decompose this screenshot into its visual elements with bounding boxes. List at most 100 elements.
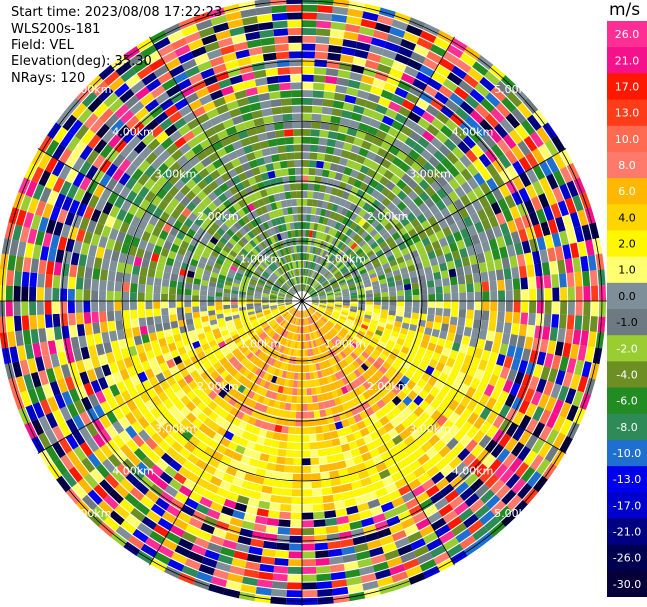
range-gate-cell [366,441,377,452]
range-gate-cell [485,92,501,108]
range-gate-cell [401,385,412,396]
range-gate-cell [377,321,386,328]
range-gate-cell [460,194,472,207]
range-gate-cell [339,315,347,321]
range-gate-cell [188,155,201,167]
range-gate-cell [302,128,312,136]
range-gate-cell [241,378,251,387]
range-gate-cell [216,313,224,320]
range-gate-cell [273,260,280,268]
range-gate-cell [313,371,319,379]
range-gate-cell [372,136,384,147]
range-gate-cell [148,357,159,368]
range-gate-cell [376,357,385,366]
range-gate-cell [394,370,404,380]
range-gate-cell [53,221,64,237]
range-gate-cell [257,243,265,251]
range-gate-cell [485,424,499,439]
range-gate-cell [320,471,331,480]
range-gate-cell [386,339,396,348]
range-gate-cell [216,165,228,176]
range-gate-cell [331,485,343,494]
range-gate-cell [380,217,390,227]
range-gate-cell [349,520,363,531]
range-gate-cell [332,326,340,333]
range-gate-cell [192,510,207,522]
range-gate-cell [209,236,219,245]
range-gate-cell [198,168,210,179]
range-gate-cell [465,318,474,328]
range-gate-cell [463,354,473,366]
range-gate-cell [348,363,357,372]
range-gate-cell [499,366,510,380]
range-ring-label: 2.00km [367,380,409,393]
range-gate-cell [64,376,76,391]
colorbar-tick-label: -6.0 [616,395,637,408]
range-gate-cell [412,417,424,429]
range-gate-cell [169,130,183,143]
range-gate-cell [302,113,312,121]
range-gate-cell [463,215,474,228]
range-gate-cell [315,43,329,52]
range-gate-cell [380,405,391,416]
range-gate-cell [270,218,278,227]
range-gate-cell [148,214,159,226]
range-gate-cell [297,214,302,222]
range-gate-cell [343,392,352,402]
range-gate-cell [131,168,144,182]
range-gate-cell [179,447,192,460]
range-gate-cell [175,202,186,213]
range-gate-cell [438,237,449,248]
range-gate-cell [387,163,399,174]
range-gate-cell [38,216,49,233]
range-gate-cell [279,291,286,295]
range-gate-cell [334,453,345,462]
range-gate-cell [145,119,159,133]
range-gate-cell [190,258,199,267]
colorbar-segment [607,73,647,101]
range-gate-cell [293,317,297,325]
range-gate-cell [127,386,139,399]
range-gate-cell [315,168,323,177]
range-gate-cell [153,207,164,219]
range-gate-cell [276,279,284,285]
range-gate-cell [260,388,268,397]
range-gate-cell [233,371,242,381]
range-gate-cell [598,285,606,301]
range-gate-cell [262,397,271,406]
range-gate-cell [276,317,284,323]
range-gate-cell [369,473,382,484]
range-gate-cell [371,280,380,287]
range-gate-cell [302,341,305,349]
range-gate-cell [251,228,259,237]
range-gate-cell [459,301,467,310]
range-gate-cell [566,357,577,374]
range-gate-cell [424,365,435,376]
range-gate-cell [358,565,375,576]
range-gate-cell [286,314,292,321]
azimuth-spoke [149,36,303,302]
range-gate-cell [243,448,254,458]
range-gate-cell [449,113,464,127]
range-gate-cell [434,91,449,105]
range-gate-cell [326,60,340,69]
range-gate-cell [282,284,289,290]
range-gate-cell [421,459,435,472]
range-gate-cell [335,508,348,517]
range-gate-cell [431,328,440,338]
range-gate-cell [367,356,376,365]
range-gate-cell [412,256,422,265]
range-gate-cell [316,256,322,264]
range-gate-cell [282,386,289,395]
range-gate-cell [126,336,135,348]
range-gate-cell [289,535,302,543]
range-gate-cell [460,395,472,408]
range-gate-cell [99,107,114,123]
range-gate-cell [52,287,60,301]
range-gate-cell [325,185,333,194]
range-gate-cell [174,179,186,191]
range-gate-cell [318,257,324,265]
range-gate-cell [321,487,333,496]
range-gate-cell [440,483,455,497]
range-gate-cell [112,420,125,435]
